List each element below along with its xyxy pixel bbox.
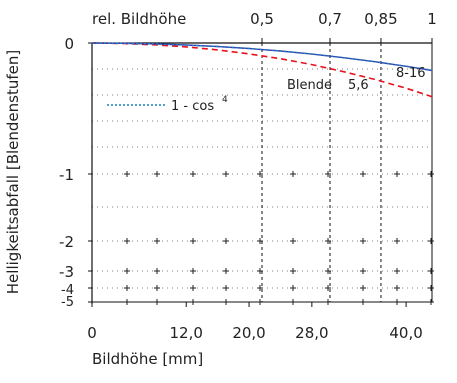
y-axis-label: Helligkeitsabfall [Blendenstufen] <box>4 50 22 294</box>
top-tick-label: 1 <box>427 10 437 28</box>
series-lines <box>91 42 433 98</box>
y-tick-label: -3 <box>59 263 74 281</box>
blende-value-5-6: 5,6 <box>348 78 369 93</box>
x-tick-label: 20,0 <box>232 324 265 342</box>
relative-height-lines <box>261 43 382 302</box>
x-axis-label: Bildhöhe [mm] <box>92 350 203 368</box>
top-tick-label: 0,7 <box>318 10 342 28</box>
y-tick-label: 0 <box>64 35 74 53</box>
y-tick-label: -5 <box>61 295 74 310</box>
y-tick-label: -2 <box>59 233 74 251</box>
series-line-2 <box>91 42 433 71</box>
x-tick-label: 40,0 <box>389 324 422 342</box>
x-tick-label: 0 <box>87 324 97 342</box>
blende-label: Blende <box>287 78 332 93</box>
blende-value-8-16: 8-16 <box>396 66 426 81</box>
y-tick-label: -1 <box>59 166 74 184</box>
axes <box>88 38 433 307</box>
top-tick-label: 0,85 <box>364 10 397 28</box>
top-axis-title: rel. Bildhöhe <box>92 10 186 28</box>
top-tick-label: 0,5 <box>250 10 274 28</box>
y-tick-label: -4 <box>61 283 74 298</box>
legend-label-cos4-superscript: 4 <box>222 95 228 105</box>
x-tick-label: 28,0 <box>295 324 328 342</box>
x-tick-label: 12,0 <box>170 324 203 342</box>
series-line-0 <box>91 42 433 98</box>
labels: rel. Bildhöhe Bildhöhe [mm] Helligkeitsa… <box>4 10 437 368</box>
legend-label-cos4: 1 - cos <box>171 99 214 114</box>
